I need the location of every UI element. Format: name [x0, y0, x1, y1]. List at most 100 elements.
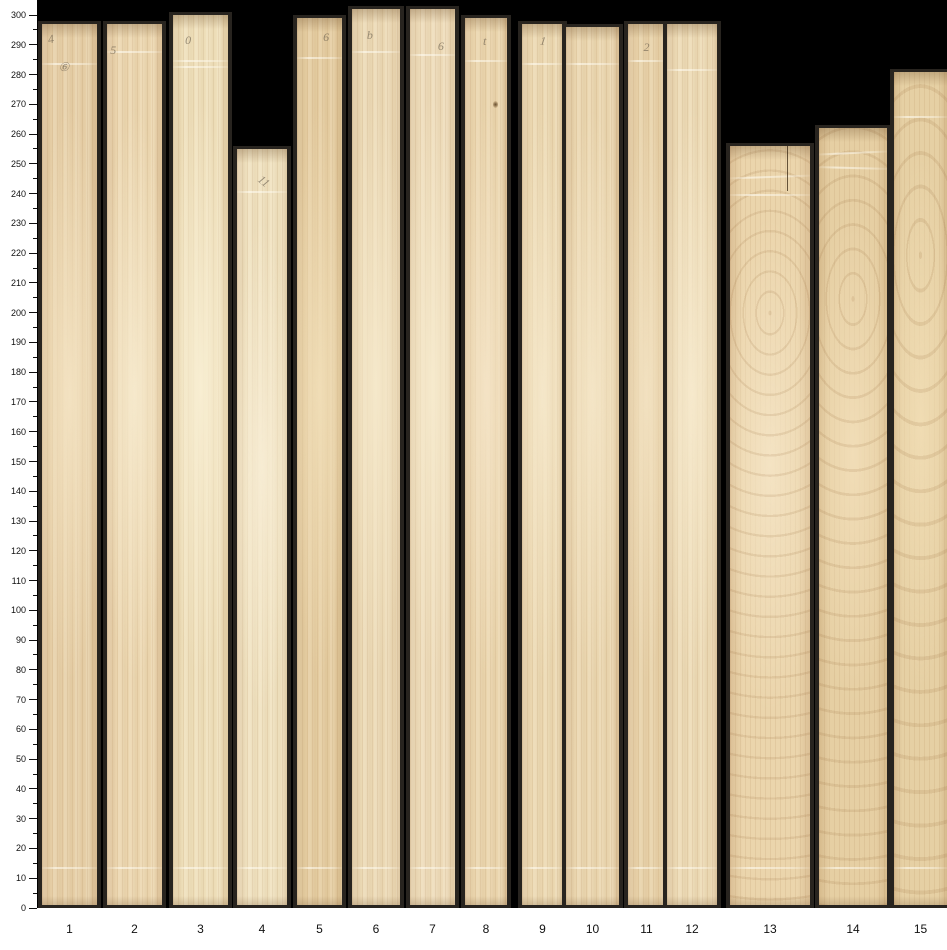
y-tick-label: 30: [15, 813, 26, 824]
y-minor-tick: [33, 565, 37, 567]
board-wood: [729, 145, 811, 906]
y-minor-tick: [33, 148, 37, 150]
board-scan-14: [815, 125, 891, 908]
y-major-tick: [29, 401, 37, 403]
y-minor-tick: [33, 773, 37, 775]
pencil-mark: 6: [323, 29, 330, 44]
board-scan-13: [726, 142, 814, 908]
board-wood: [894, 71, 947, 906]
y-major-tick: [29, 133, 37, 135]
y-major-tick: [29, 341, 37, 343]
x-tick-label: 8: [482, 922, 490, 936]
chalk-line-bottom: [730, 867, 810, 870]
chalk-line: [173, 59, 228, 62]
chalk-line: [894, 116, 947, 119]
y-minor-tick: [33, 88, 37, 90]
y-tick-label: 130: [10, 516, 26, 527]
x-axis: 1 2 3 4 5 6 7 8 9 10 11 12 13 14 15: [0, 916, 947, 950]
y-minor-tick: [33, 594, 37, 596]
x-tick-label: 13: [763, 922, 777, 936]
y-minor-tick: [33, 386, 37, 388]
y-tick-label: 260: [10, 129, 26, 140]
y-minor-tick: [33, 59, 37, 61]
x-tick-label: 10: [585, 922, 600, 936]
y-minor-tick: [33, 178, 37, 180]
y-minor-tick: [33, 237, 37, 239]
y-minor-tick: [33, 356, 37, 358]
x-tick-label: 15: [913, 922, 928, 936]
chalk-line: [465, 59, 507, 62]
chalk-line-bottom: [237, 867, 287, 870]
x-tick-label: 3: [197, 922, 204, 936]
y-minor-tick: [33, 684, 37, 686]
y-tick-label: 100: [10, 605, 26, 616]
y-major-tick: [29, 461, 37, 462]
x-tick-label: 9: [539, 922, 546, 936]
board-wood: 6: [410, 9, 455, 905]
y-major-tick: [29, 907, 37, 909]
y-minor-tick: [33, 803, 37, 805]
y-major-tick: [29, 877, 37, 879]
y-minor-tick: [33, 654, 37, 656]
y-tick-label: 40: [15, 783, 26, 794]
board-scan-7: 6: [406, 6, 459, 908]
y-minor-tick: [33, 29, 37, 31]
wood-crack: [786, 145, 788, 191]
chalk-line-bottom: [352, 867, 400, 870]
y-minor-tick: [33, 833, 37, 835]
wood-knot: [493, 100, 499, 108]
y-minor-tick: [33, 624, 37, 626]
board-scan-4: 11: [233, 145, 291, 908]
y-tick-label: 230: [10, 218, 26, 229]
board-wood: [667, 23, 717, 906]
chalk-line-bottom: [42, 867, 97, 870]
chalk-line: [237, 190, 287, 193]
y-major-tick: [29, 758, 37, 760]
y-minor-tick: [33, 416, 37, 418]
y-minor-tick: [33, 207, 37, 209]
y-minor-tick: [33, 743, 37, 745]
board-scan-11: 2: [624, 20, 669, 908]
chalk-line-bottom: [410, 867, 455, 870]
y-major-tick: [29, 371, 37, 373]
board-wood: [566, 26, 619, 906]
board-wood: t: [465, 17, 507, 906]
y-tick-label: 70: [15, 694, 26, 705]
board-scan-2: 5: [103, 20, 166, 908]
chalk-line: [173, 65, 228, 68]
pencil-mark: b: [366, 28, 373, 43]
chalk-line-bottom: [566, 867, 619, 870]
y-tick-label: 300: [10, 10, 26, 20]
chalk-line: [566, 62, 619, 65]
y-major-tick: [29, 193, 37, 195]
x-tick-label: 12: [685, 922, 699, 936]
board-wood: 6: [297, 17, 342, 906]
y-tick-label: 50: [15, 754, 26, 765]
x-tick-label: 6: [372, 922, 380, 936]
chalk-line: [628, 59, 665, 62]
y-tick-label: 20: [15, 843, 26, 854]
y-major-tick: [29, 788, 37, 790]
chalk-line: [297, 56, 342, 59]
y-tick-label: 0: [20, 903, 26, 913]
chalk-line: [42, 62, 97, 65]
y-major-tick: [29, 103, 37, 105]
chalk-line-bottom: [107, 867, 162, 870]
x-tick-label: 7: [429, 922, 436, 936]
chalk-line-bottom: [894, 867, 947, 870]
y-tick-label: 270: [10, 99, 26, 110]
chalk-line-bottom: [465, 867, 507, 870]
y-tick-label: 250: [10, 158, 26, 169]
y-tick-label: 180: [10, 367, 26, 378]
y-major-tick: [29, 550, 37, 552]
chalk-line: [818, 150, 888, 156]
pencil-mark: 0: [185, 33, 192, 47]
board-scan-3: 0: [169, 12, 232, 908]
y-major-tick: [29, 520, 37, 522]
y-major-tick: [29, 282, 37, 284]
y-minor-tick: [33, 297, 37, 299]
plot-area: 4 ⑥ 5 0 11 6 b 6 t 1 2: [37, 0, 947, 908]
